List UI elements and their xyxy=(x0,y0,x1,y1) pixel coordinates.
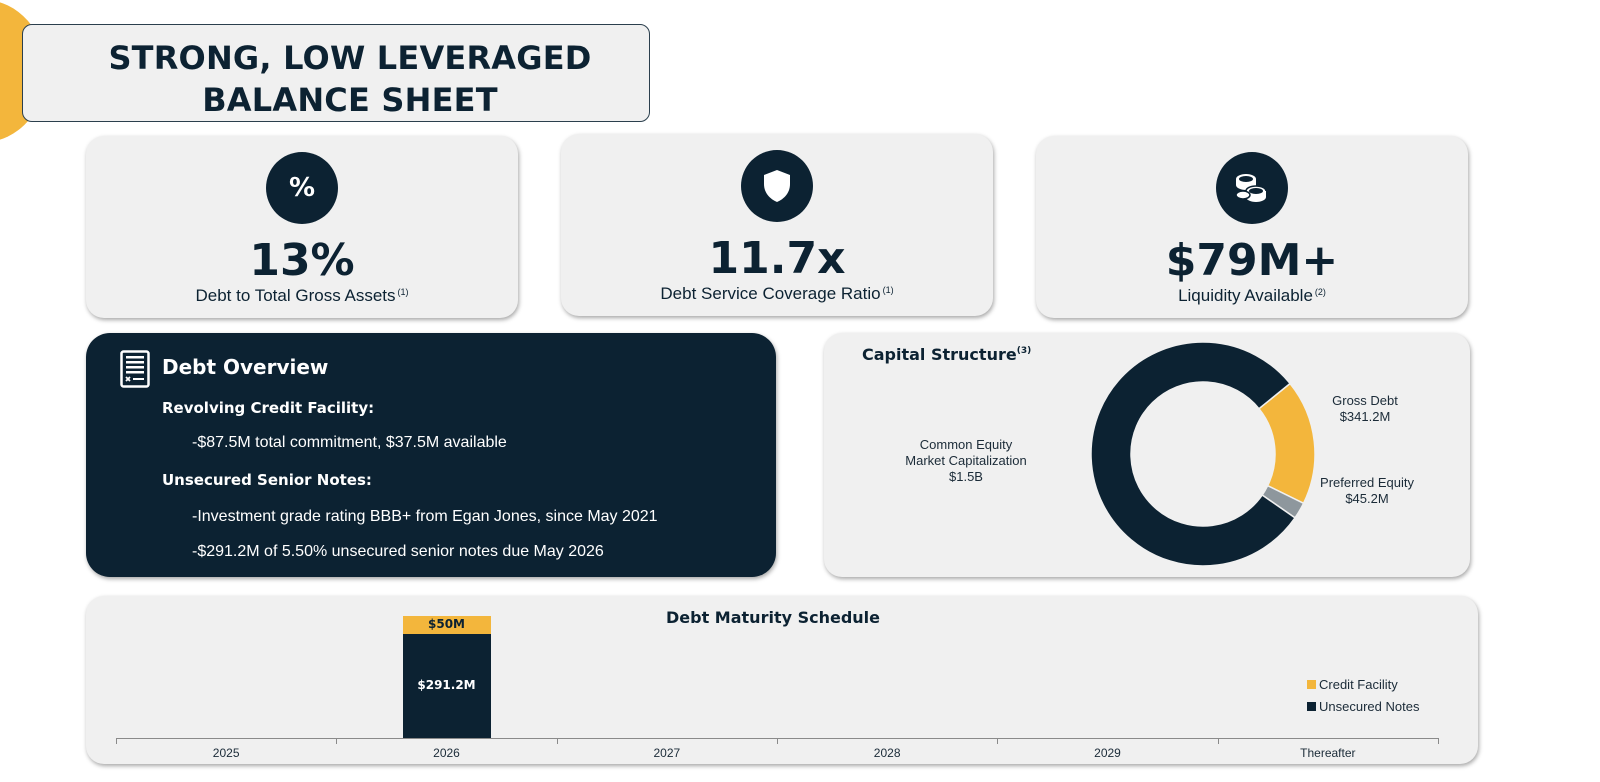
kpi-value: 13% xyxy=(249,235,355,286)
x-axis-tick xyxy=(997,738,999,744)
debt-maturity-card: Debt Maturity Schedule $291.2M $50M 2025 2… xyxy=(86,596,1478,764)
legend-label-credit-facility: Credit Facility xyxy=(1319,677,1398,692)
footnote-marker: (3) xyxy=(1016,346,1032,356)
debt-overview-title: Debt Overview xyxy=(162,355,329,379)
x-axis-label: 2027 xyxy=(653,746,681,760)
title-banner: STRONG, LOW LEVERAGED BALANCE SHEET xyxy=(22,24,650,122)
capital-structure-donut-chart xyxy=(1090,341,1316,567)
x-axis-label: Thereafter xyxy=(1300,746,1356,760)
x-axis-tick xyxy=(556,738,558,744)
gross-debt-value: $341.2M xyxy=(1339,409,1391,424)
capital-structure-title-text: Capital Structure xyxy=(862,345,1017,364)
x-axis-tick xyxy=(116,738,117,744)
senior-notes-detail-line: -$291.2M of 5.50% unsecured senior notes… xyxy=(192,543,604,560)
page-title-line-2: BALANCE SHEET xyxy=(202,81,498,119)
capital-structure-card: Capital Structure(3) Common Equity Marke… xyxy=(824,333,1470,577)
footnote-marker: (2) xyxy=(1314,287,1326,297)
capital-structure-title: Capital Structure(3) xyxy=(862,345,1031,364)
percent-icon-glyph: % xyxy=(288,173,316,203)
preferred-equity-label: Preferred Equity $45.2M xyxy=(1307,475,1427,507)
section-heading-revolving: Revolving Credit Facility: xyxy=(162,399,375,417)
x-axis-label: 2025 xyxy=(212,746,240,760)
legend-label-unsecured-notes: Unsecured Notes xyxy=(1319,699,1420,714)
debt-maturity-title: Debt Maturity Schedule xyxy=(666,608,881,627)
footnote-marker: (1) xyxy=(397,287,409,297)
document-icon xyxy=(120,350,150,388)
gross-debt-label-line: Gross Debt xyxy=(1332,393,1398,408)
x-axis-tick xyxy=(336,738,338,744)
kpi-card-debt-to-assets: % 13% Debt to Total Gross Assets (1) xyxy=(86,136,518,318)
shield-icon xyxy=(741,150,813,222)
kpi-value: $79M+ xyxy=(1165,235,1339,286)
senior-notes-detail-line: -Investment grade rating BBB+ from Egan … xyxy=(192,508,658,525)
x-axis-tick xyxy=(777,738,778,744)
bar-unsecured-notes xyxy=(402,633,491,738)
kpi-label-text: Debt Service Coverage Ratio xyxy=(660,284,881,303)
x-axis-tick xyxy=(1438,738,1439,744)
common-equity-label-line: Common Equity xyxy=(919,437,1013,452)
x-axis-tick xyxy=(1217,738,1219,744)
coins-icon xyxy=(1216,152,1288,224)
kpi-card-debt-service-coverage: 11.7x Debt Service Coverage Ratio (1) xyxy=(561,134,993,316)
legend-swatch-credit-facility xyxy=(1307,680,1316,689)
kpi-label: Debt Service Coverage Ratio (1) xyxy=(561,284,993,304)
common-equity-value: $1.5B xyxy=(949,469,983,484)
bar-data-label: $291.2M xyxy=(417,677,476,692)
legend-swatch-unsecured-notes xyxy=(1307,702,1316,711)
gross-debt-label: Gross Debt $341.2M xyxy=(1310,393,1420,425)
x-axis-label: 2029 xyxy=(1094,746,1121,760)
shield-icon-svg xyxy=(764,170,790,202)
kpi-label-text: Liquidity Available xyxy=(1178,286,1313,305)
percent-icon: % xyxy=(266,152,338,224)
coins-icon-svg xyxy=(1235,174,1267,202)
x-axis-label: 2028 xyxy=(873,746,901,760)
bar-data-label: $50M xyxy=(428,616,465,631)
preferred-equity-label-line: Preferred Equity xyxy=(1320,475,1414,490)
bar-credit-facility xyxy=(402,616,491,634)
common-equity-label-line: Market Capitalization xyxy=(905,453,1027,468)
common-equity-label: Common Equity Market Capitalization $1.5… xyxy=(886,437,1046,485)
legend-credit-facility: Credit Facility xyxy=(1307,677,1398,692)
kpi-label: Liquidity Available (2) xyxy=(1036,286,1468,306)
page-title-line-1: STRONG, LOW LEVERAGED xyxy=(108,39,592,77)
x-axis-label: 2026 xyxy=(433,746,460,760)
kpi-label-text: Debt to Total Gross Assets xyxy=(195,286,396,305)
footnote-marker: (1) xyxy=(882,285,894,295)
preferred-equity-value: $45.2M xyxy=(1345,491,1389,506)
kpi-card-liquidity: $79M+ Liquidity Available (2) xyxy=(1036,136,1468,318)
debt-overview-card: Debt Overview Revolving Credit Facility:… xyxy=(86,333,776,577)
section-heading-senior-notes: Unsecured Senior Notes: xyxy=(162,471,372,489)
page-title: STRONG, LOW LEVERAGED BALANCE SHEET xyxy=(23,37,677,121)
revolving-detail-line: -$87.5M total commitment, $37.5M availab… xyxy=(192,434,507,451)
donut-slice-common-equity-market-capitalization xyxy=(1090,341,1297,567)
legend-unsecured-notes: Unsecured Notes xyxy=(1307,699,1419,714)
kpi-label: Debt to Total Gross Assets (1) xyxy=(86,286,518,306)
kpi-value: 11.7x xyxy=(708,233,846,284)
